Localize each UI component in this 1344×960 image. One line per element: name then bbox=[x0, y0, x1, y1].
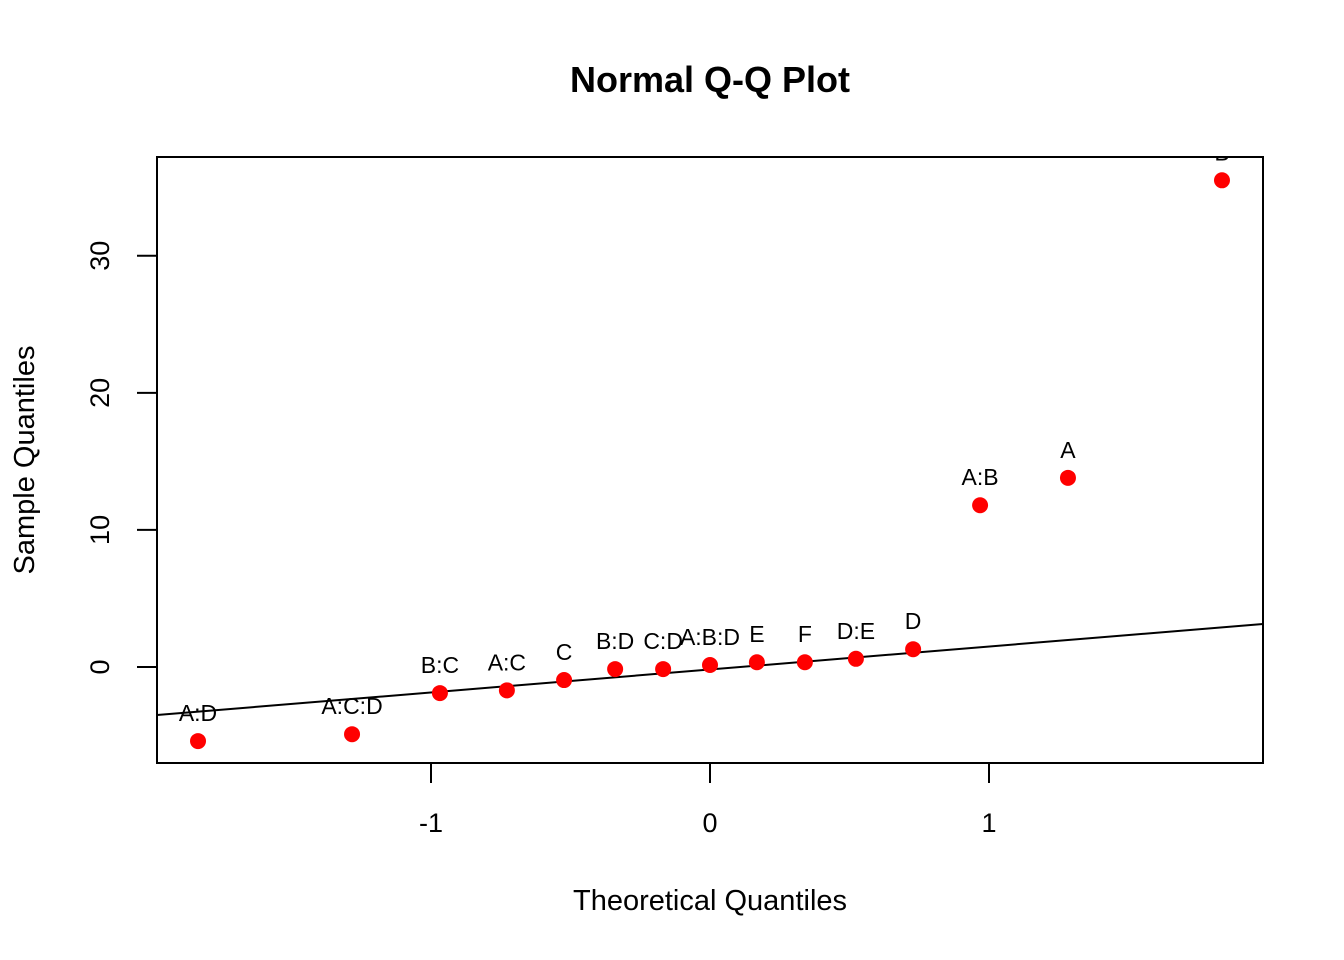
data-point bbox=[748, 654, 765, 671]
x-tick-label: -1 bbox=[419, 808, 443, 838]
data-point bbox=[190, 733, 207, 750]
data-point bbox=[796, 654, 813, 671]
y-tick-label: 0 bbox=[85, 660, 115, 675]
data-point bbox=[847, 650, 864, 667]
point-label: F bbox=[798, 621, 812, 647]
data-point bbox=[655, 661, 672, 678]
point-label: B:C bbox=[421, 652, 459, 678]
y-tick-label: 30 bbox=[85, 241, 115, 271]
point-label: B bbox=[1214, 139, 1229, 165]
point-label: A:C:D bbox=[321, 693, 382, 719]
point-label: D:E bbox=[837, 618, 875, 644]
data-point bbox=[607, 661, 624, 678]
point-label: C:D bbox=[643, 628, 683, 654]
data-point bbox=[1213, 172, 1230, 189]
point-label: B:D bbox=[596, 628, 634, 654]
chart-title: Normal Q-Q Plot bbox=[570, 59, 850, 100]
x-tick-label: 0 bbox=[702, 808, 717, 838]
x-tick-label: 1 bbox=[981, 808, 996, 838]
y-tick-label: 20 bbox=[85, 378, 115, 408]
point-label: D bbox=[905, 608, 922, 634]
data-point bbox=[702, 656, 718, 673]
point-label: A bbox=[1060, 437, 1076, 463]
data-point bbox=[1059, 469, 1076, 486]
point-label: C bbox=[556, 639, 573, 665]
point-label: A:B bbox=[962, 464, 999, 490]
data-point bbox=[556, 672, 573, 689]
point-label: A:C bbox=[488, 649, 526, 675]
point-label: A:B:D bbox=[680, 624, 740, 650]
data-point bbox=[972, 497, 989, 514]
data-point bbox=[344, 726, 361, 743]
x-axis-label: Theoretical Quantiles bbox=[573, 885, 847, 917]
data-point bbox=[431, 685, 448, 702]
point-label: E bbox=[749, 621, 764, 647]
point-label: A:D bbox=[179, 700, 217, 726]
data-point bbox=[498, 682, 515, 699]
y-tick-label: 10 bbox=[85, 515, 115, 545]
y-axis-label: Sample Quantiles bbox=[9, 346, 41, 575]
data-point bbox=[905, 641, 922, 658]
